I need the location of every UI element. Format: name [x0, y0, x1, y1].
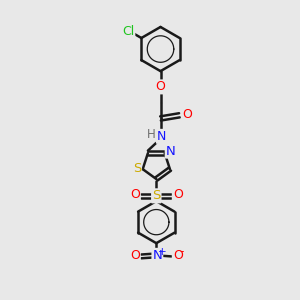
Text: O: O — [173, 249, 183, 262]
Text: +: + — [158, 247, 167, 256]
Text: Cl: Cl — [122, 25, 134, 38]
Text: N: N — [152, 249, 162, 262]
Text: O: O — [130, 188, 140, 201]
Text: N: N — [166, 145, 176, 158]
Text: O: O — [173, 188, 183, 201]
Text: S: S — [133, 162, 141, 175]
Text: O: O — [130, 249, 140, 262]
Text: -: - — [180, 245, 184, 258]
Text: O: O — [156, 80, 166, 93]
Text: S: S — [152, 189, 160, 202]
Text: H: H — [147, 128, 155, 141]
Text: O: O — [182, 108, 192, 121]
Text: N: N — [157, 130, 166, 143]
